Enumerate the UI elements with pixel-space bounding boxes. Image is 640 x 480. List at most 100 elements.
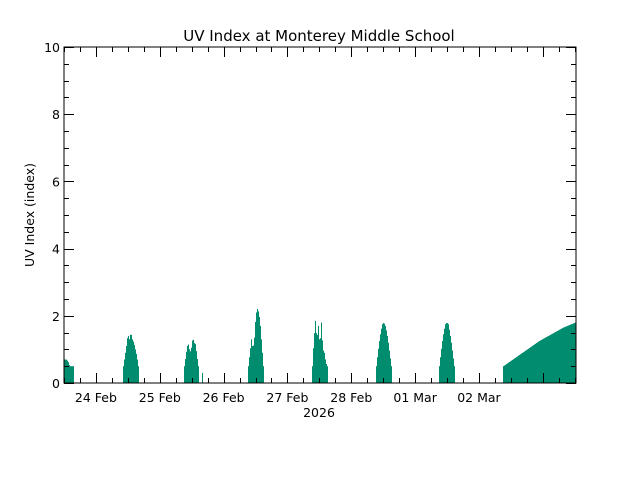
uv-bar <box>72 366 73 383</box>
uv-bar <box>561 328 562 383</box>
uv-bar <box>313 348 314 383</box>
uv-bar <box>380 334 381 383</box>
uv-bar <box>391 366 392 383</box>
uv-bar <box>450 335 451 383</box>
uv-bar <box>197 359 198 383</box>
uv-bar <box>187 345 188 383</box>
x-tick-label: 02 Mar <box>457 390 501 405</box>
uv-bar <box>567 325 568 383</box>
y-tick-label: 4 <box>52 242 60 257</box>
uv-bar <box>549 335 550 383</box>
uv-bar <box>555 332 556 383</box>
uv-bar <box>566 326 567 383</box>
uv-bar <box>513 359 514 383</box>
uv-bar <box>390 358 391 383</box>
uv-bar <box>445 324 446 383</box>
uv-bar <box>535 343 536 383</box>
y-tick-label: 10 <box>44 40 60 55</box>
uv-bar <box>518 355 519 383</box>
uv-bar <box>439 366 440 383</box>
uv-bar <box>326 363 327 383</box>
uv-bar <box>388 342 389 383</box>
uv-bar <box>320 338 321 383</box>
uv-bar <box>449 329 450 383</box>
uv-bar <box>534 344 535 383</box>
uv-bar <box>530 347 531 383</box>
uv-bar <box>136 353 137 383</box>
uv-bar <box>259 316 260 383</box>
x-axis-ticks: 24 Feb 25 Feb 26 Feb 27 Feb 28 Feb 01 Mar 02 M… <box>64 47 576 405</box>
uv-bar <box>568 325 569 383</box>
uv-bar <box>188 344 189 383</box>
uv-bar <box>538 341 539 383</box>
uv-bar <box>125 352 126 383</box>
plot-frame <box>63 46 577 384</box>
uv-bar <box>560 329 561 383</box>
uv-bar <box>255 321 256 383</box>
uv-bar <box>123 366 124 383</box>
uv-bar <box>444 328 445 383</box>
uv-bar <box>321 322 322 383</box>
uv-bar <box>521 353 522 383</box>
uv-bar <box>382 324 383 383</box>
uv-bar <box>572 323 573 383</box>
uv-bar <box>442 341 443 383</box>
uv-bar <box>324 352 325 383</box>
uv-bar <box>525 350 526 383</box>
uv-bar <box>192 340 193 383</box>
uv-bar <box>564 327 565 383</box>
uv-bar <box>257 309 258 383</box>
uv-bar <box>256 312 257 383</box>
uv-bar <box>441 348 442 383</box>
uv-bar <box>454 366 455 383</box>
uv-bar <box>554 332 555 383</box>
chart-title: UV Index at Monterey Middle School <box>183 27 454 45</box>
uv-bar <box>384 323 385 383</box>
uv-bar <box>547 336 548 383</box>
uv-bar <box>126 346 127 383</box>
uv-bar <box>385 325 386 383</box>
uv-bar <box>557 330 558 383</box>
y-axis-label: UV Index (index) <box>22 163 37 267</box>
uv-bar <box>539 341 540 383</box>
uv-bar <box>514 358 515 383</box>
y-tick-label: 2 <box>52 309 60 324</box>
y-axis-ticks: 0 2 4 6 8 10 <box>44 40 576 391</box>
uv-bar <box>529 348 530 383</box>
uv-bar <box>135 349 136 383</box>
uv-bar <box>377 357 378 383</box>
uv-bar <box>532 345 533 383</box>
uv-bar <box>451 342 452 383</box>
uv-bar <box>137 359 138 383</box>
uv-bar <box>573 323 574 383</box>
x-tick-label: 24 Feb <box>75 390 117 405</box>
uv-bar <box>509 362 510 383</box>
uv-bar <box>261 339 262 383</box>
uv-bar <box>446 323 447 383</box>
uv-bar <box>531 346 532 383</box>
uv-bar <box>505 364 506 383</box>
uv-bar <box>447 323 448 383</box>
uv-bar <box>508 362 509 383</box>
uv-bar <box>317 334 318 383</box>
uv-bar <box>323 350 324 383</box>
uv-bar <box>378 348 379 383</box>
uv-bar <box>452 350 453 383</box>
uv-bar <box>130 334 131 383</box>
uv-bar <box>524 351 525 383</box>
uv-bar <box>193 339 194 383</box>
uv-bar <box>559 329 560 383</box>
uv-bar <box>71 366 72 383</box>
uv-bar <box>563 327 564 383</box>
uv-bar <box>522 352 523 383</box>
uv-bar <box>448 324 449 383</box>
uv-bar <box>574 322 575 383</box>
uv-bar <box>129 339 130 383</box>
uv-bar <box>322 340 323 383</box>
uv-bar <box>189 349 190 383</box>
uv-bar <box>133 341 134 383</box>
uv-bar <box>543 338 544 383</box>
x-tick-label: 27 Feb <box>266 390 308 405</box>
uv-bar <box>70 366 71 383</box>
